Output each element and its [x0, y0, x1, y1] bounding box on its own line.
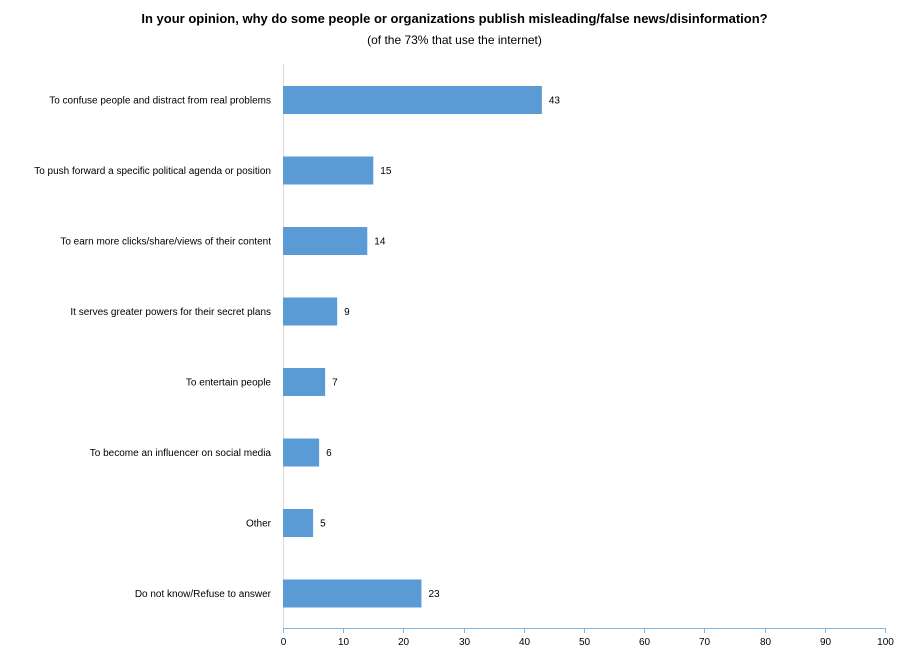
bar — [283, 156, 374, 185]
x-tick-label: 10 — [338, 637, 350, 648]
category-label: To earn more clicks/share/views of their… — [60, 237, 271, 248]
category-label: It serves greater powers for their secre… — [70, 307, 271, 318]
data-label: 14 — [374, 237, 386, 248]
data-label: 23 — [428, 589, 440, 600]
x-tick-label: 70 — [699, 637, 711, 648]
bar — [283, 297, 338, 326]
x-tick-label: 60 — [639, 637, 651, 648]
x-tick-label: 80 — [760, 637, 772, 648]
x-tick-label: 90 — [820, 637, 832, 648]
data-label: 5 — [320, 519, 326, 530]
data-label: 7 — [332, 378, 338, 389]
category-label: To confuse people and distract from real… — [49, 96, 271, 107]
x-tick-label: 20 — [398, 637, 410, 648]
data-label: 15 — [380, 166, 392, 177]
bar — [283, 509, 314, 537]
x-tick-label: 100 — [877, 637, 894, 648]
chart-subtitle: (of the 73% that use the internet) — [367, 33, 542, 47]
x-tick-label: 0 — [281, 637, 287, 648]
bar — [283, 86, 542, 114]
chart-title: In your opinion, why do some people or o… — [141, 11, 768, 26]
data-label: 6 — [326, 448, 332, 459]
data-label: 9 — [344, 307, 350, 318]
category-label: To push forward a specific political age… — [34, 166, 271, 177]
bar — [283, 438, 320, 467]
category-label: To entertain people — [186, 378, 272, 389]
x-tick-label: 50 — [579, 637, 591, 648]
category-label: Other — [246, 519, 272, 530]
bar — [283, 579, 422, 608]
bar — [283, 368, 326, 396]
bar — [283, 227, 368, 255]
x-tick-label: 30 — [459, 637, 471, 648]
category-label: Do not know/Refuse to answer — [135, 589, 272, 600]
x-tick-label: 40 — [519, 637, 531, 648]
data-label: 43 — [549, 96, 561, 107]
category-label: To become an influencer on social media — [90, 448, 272, 459]
